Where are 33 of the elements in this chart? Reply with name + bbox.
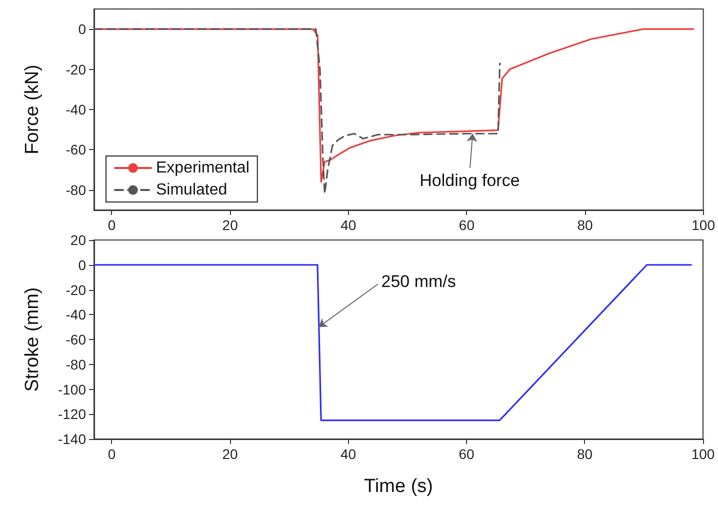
y-tick-label: -20 bbox=[66, 282, 86, 298]
x-tick-label: 20 bbox=[222, 217, 238, 233]
x-tick-label: 40 bbox=[340, 446, 356, 462]
x-axis-title: Time (s) bbox=[364, 476, 433, 497]
y-tick-label: -40 bbox=[66, 102, 86, 118]
y-tick-label: 20 bbox=[70, 232, 86, 248]
x-tick-label: 100 bbox=[692, 217, 716, 233]
y-tick-label: -60 bbox=[66, 142, 86, 158]
x-tick-label: 20 bbox=[222, 446, 238, 462]
annotation: Holding force bbox=[420, 170, 520, 190]
x-tick-label: 0 bbox=[108, 217, 116, 233]
legend-label: Simulated bbox=[156, 182, 228, 198]
x-tick-label: 60 bbox=[458, 217, 475, 233]
y-tick-label: 0 bbox=[78, 21, 86, 38]
legend-label: Experimental bbox=[156, 160, 250, 176]
y-axis-title: Force (kN) bbox=[22, 64, 43, 154]
y-axis-title: Stroke (mm) bbox=[22, 287, 43, 392]
x-tick-label: 40 bbox=[340, 217, 356, 233]
x-tick-label: 60 bbox=[458, 446, 474, 462]
x-tick-label: 0 bbox=[108, 446, 116, 462]
y-tick-label: -80 bbox=[66, 356, 86, 372]
y-tick-label: -80 bbox=[66, 182, 86, 198]
y-tick-label: -20 bbox=[66, 61, 86, 78]
y-tick-label: -120 bbox=[58, 406, 86, 422]
y-tick-label: -40 bbox=[66, 306, 86, 323]
annotation: 250 mm/s bbox=[381, 272, 456, 292]
x-tick-label: 100 bbox=[691, 446, 715, 462]
x-tick-label: 80 bbox=[576, 446, 593, 462]
y-tick-label: -60 bbox=[66, 332, 86, 348]
y-tick-label: 0 bbox=[78, 256, 86, 273]
y-tick-label: -140 bbox=[58, 431, 86, 447]
y-tick-label: -100 bbox=[58, 381, 86, 398]
x-tick-label: 80 bbox=[577, 217, 594, 233]
